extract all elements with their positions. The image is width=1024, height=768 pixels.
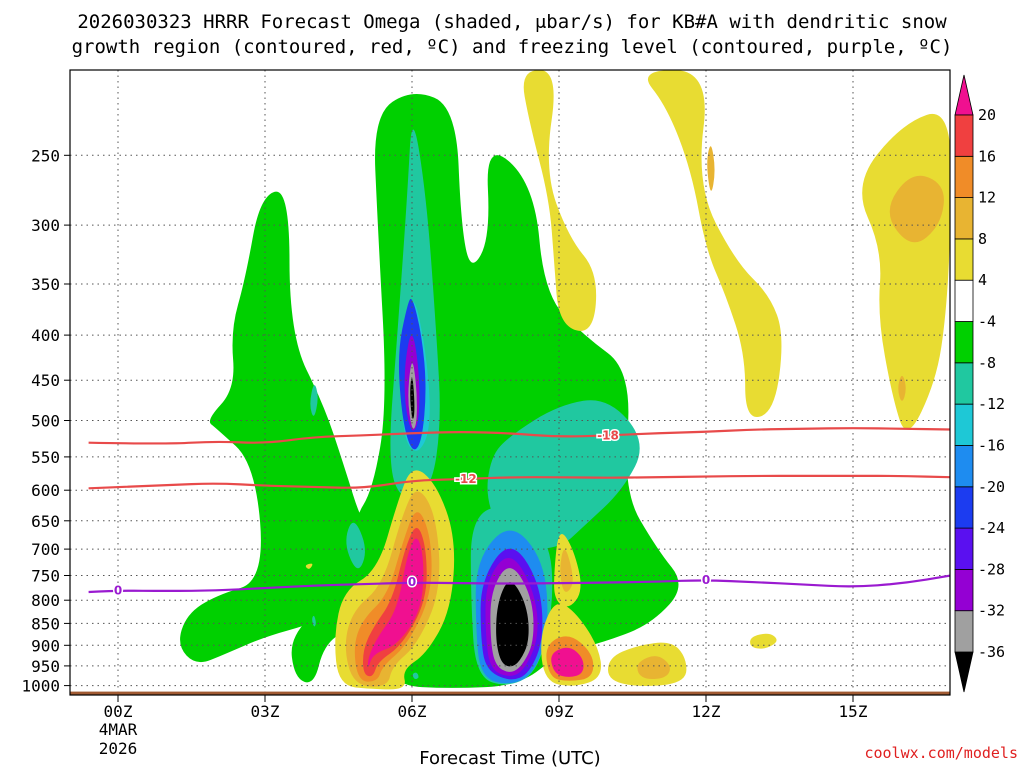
colorbar-swatch-13: [954, 114, 974, 157]
colorbar-swatch-12: [954, 155, 974, 199]
chart-title-line1: 2026030323 HRRR Forecast Omega (shaded, …: [77, 11, 947, 33]
y-axis: 250 300 350 400 450 500 550 600 650 700 750 800 850 9…: [21, 146, 70, 696]
omega-region-5: [346, 522, 365, 569]
x-tick-label-15: 15Z: [839, 702, 868, 721]
colorbar-swatch-1: [954, 610, 974, 653]
ground-band: [70, 691, 950, 695]
colorbar-label-12: 16: [978, 147, 996, 165]
dendritic-contour-0: [88, 427, 950, 445]
y-tick-label-900: 900: [31, 636, 60, 655]
colorbar-swatch-6: [954, 403, 974, 446]
omega-region-31: [889, 175, 944, 243]
colorbar: -36 -32 -28 -24 -20 -16 -12 -8 -4 4 8 12 16 20: [954, 74, 1005, 693]
x-date-line1: 4MAR: [99, 720, 138, 739]
y-tick-label-850: 850: [31, 614, 60, 633]
x-axis: 00Z 03Z 06Z 09Z 12Z 15Z: [104, 695, 868, 721]
colorbar-swatch-4: [954, 486, 974, 529]
omega-region-25: [560, 549, 573, 592]
colorbar-swatch-11: [954, 197, 974, 240]
colorbar-label-13: 20: [978, 106, 996, 124]
contour-label-4: 0: [702, 573, 710, 587]
omega-region-11: [496, 582, 529, 667]
colorbar-label-10: 8: [978, 230, 987, 248]
colorbar-swatch-10: [954, 238, 974, 281]
omega-region-38: [412, 672, 419, 680]
x-axis-label: Forecast Time (UTC): [419, 748, 600, 768]
colorbar-label-1: -32: [978, 602, 1005, 620]
omega-region-2: [487, 400, 640, 550]
grid-layer: [70, 70, 950, 695]
colorbar-label-4: -20: [978, 478, 1005, 496]
omega-region-29: [647, 70, 782, 418]
y-tick-label-250: 250: [31, 146, 60, 165]
omega-region-32: [707, 146, 715, 191]
y-tick-label-600: 600: [31, 481, 60, 500]
omega-region-0: [180, 191, 383, 663]
y-tick-label-450: 450: [31, 371, 60, 390]
contour-label-1: -12: [455, 472, 477, 486]
contour-layer: [88, 427, 950, 594]
colorbar-label-6: -12: [978, 395, 1005, 413]
plot-frame: [69, 69, 951, 696]
contour-label-2: 0: [114, 584, 122, 598]
contour-label-layer: -18 -12 0 0 0: [112, 427, 711, 599]
x-date-line2: 2026: [99, 739, 138, 758]
y-tick-label-350: 350: [31, 275, 60, 294]
colorbar-swatch-7: [954, 362, 974, 405]
colorbar-swatch-3: [954, 527, 974, 570]
y-tick-label-1000: 1000: [21, 677, 60, 696]
contour-label-0: -18: [597, 429, 619, 443]
omega-region-27: [637, 656, 670, 680]
y-tick-label-650: 650: [31, 512, 60, 531]
colorbar-label-8: -4: [978, 313, 996, 331]
y-tick-label-550: 550: [31, 448, 60, 467]
x-tick-label-0: 00Z: [104, 702, 133, 721]
plot-area: -18 -12 0 0 0: [70, 70, 950, 695]
colorbar-label-5: -16: [978, 437, 1005, 455]
omega-region-15: [410, 377, 415, 419]
colorbar-swatch-2: [954, 569, 974, 612]
dendritic-contour-1: [88, 474, 950, 490]
colorbar-label-3: -24: [978, 519, 1005, 537]
x-tick-label-6: 06Z: [398, 702, 427, 721]
y-tick-label-500: 500: [31, 412, 60, 431]
colorbar-label-9: 4: [978, 271, 987, 289]
colorbar-label-7: -8: [978, 354, 996, 372]
x-tick-label-9: 09Z: [545, 702, 574, 721]
colorbar-swatch-5: [954, 445, 974, 488]
colorbar-label-2: -28: [978, 560, 1005, 578]
credit-text: coolwx.com/models: [864, 744, 1018, 762]
x-tick-label-12: 12Z: [692, 702, 721, 721]
colorbar-cap-top: [954, 74, 974, 116]
freezing-level-contour: [88, 574, 950, 594]
y-tick-label-800: 800: [31, 591, 60, 610]
colorbar-label-0: -36: [978, 643, 1005, 661]
omega-region-35: [305, 563, 313, 569]
x-tick-label-3: 03Z: [251, 702, 280, 721]
y-tick-label-300: 300: [31, 216, 60, 235]
y-tick-label-750: 750: [31, 567, 60, 586]
omega-region-28: [523, 70, 597, 331]
y-tick-label-400: 400: [31, 326, 60, 345]
colorbar-cap-bottom: [954, 651, 974, 693]
omega-region-20: [367, 538, 424, 667]
chart-title-line2: growth region (contoured, red, ºC) and f…: [72, 36, 953, 58]
omega-region-33: [898, 375, 906, 401]
colorbar-label-11: 12: [978, 189, 996, 207]
y-tick-label-950: 950: [31, 657, 60, 676]
colorbar-swatch-9: [954, 279, 974, 322]
omega-region-36: [310, 385, 318, 416]
y-tick-label-700: 700: [31, 540, 60, 559]
colorbar-swatch-8: [954, 321, 974, 364]
contour-label-3: 0: [408, 575, 416, 589]
